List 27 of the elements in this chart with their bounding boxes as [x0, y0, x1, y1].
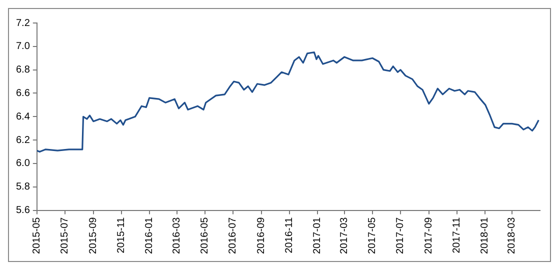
- x-tick-label: 2015-09: [88, 216, 100, 254]
- y-tick-label: 6.2: [16, 134, 30, 146]
- x-tick-label: 2016-09: [256, 216, 268, 254]
- x-tick-label: 2018-03: [506, 216, 518, 254]
- y-tick-label: 5.8: [16, 182, 30, 193]
- x-tick-label: 2016-03: [172, 216, 183, 254]
- y-tick-label: 6.0: [16, 158, 30, 170]
- x-tick-label: 2016-05: [200, 216, 211, 254]
- y-tick-label: 6.8: [16, 64, 30, 76]
- x-tick-label: 2015-05: [32, 216, 43, 254]
- x-tick-label: 2017-03: [339, 216, 350, 254]
- x-tick-label: 2015-07: [60, 216, 71, 254]
- y-tick-label: 7.2: [16, 18, 30, 29]
- x-tick-label: 2018-01: [480, 216, 491, 254]
- y-tick-label: 5.6: [16, 205, 30, 216]
- y-tick-label: 6.6: [16, 88, 30, 99]
- y-tick-label: 6.4: [16, 111, 30, 122]
- x-tick-label: 2017-09: [424, 216, 435, 254]
- x-tick-label: 2017-05: [367, 216, 378, 254]
- x-tick-label: 2015-11: [116, 216, 128, 254]
- x-tick-label: 2017-07: [395, 216, 406, 254]
- x-tick-label: 2017-11: [452, 216, 463, 254]
- x-tick-label: 2016-11: [284, 216, 296, 254]
- x-tick-label: 2017-01: [312, 216, 324, 254]
- y-tick-label: 7.0: [16, 41, 30, 52]
- x-tick-label: 2016-01: [144, 216, 156, 254]
- x-tick-label: 2016-07: [228, 216, 239, 254]
